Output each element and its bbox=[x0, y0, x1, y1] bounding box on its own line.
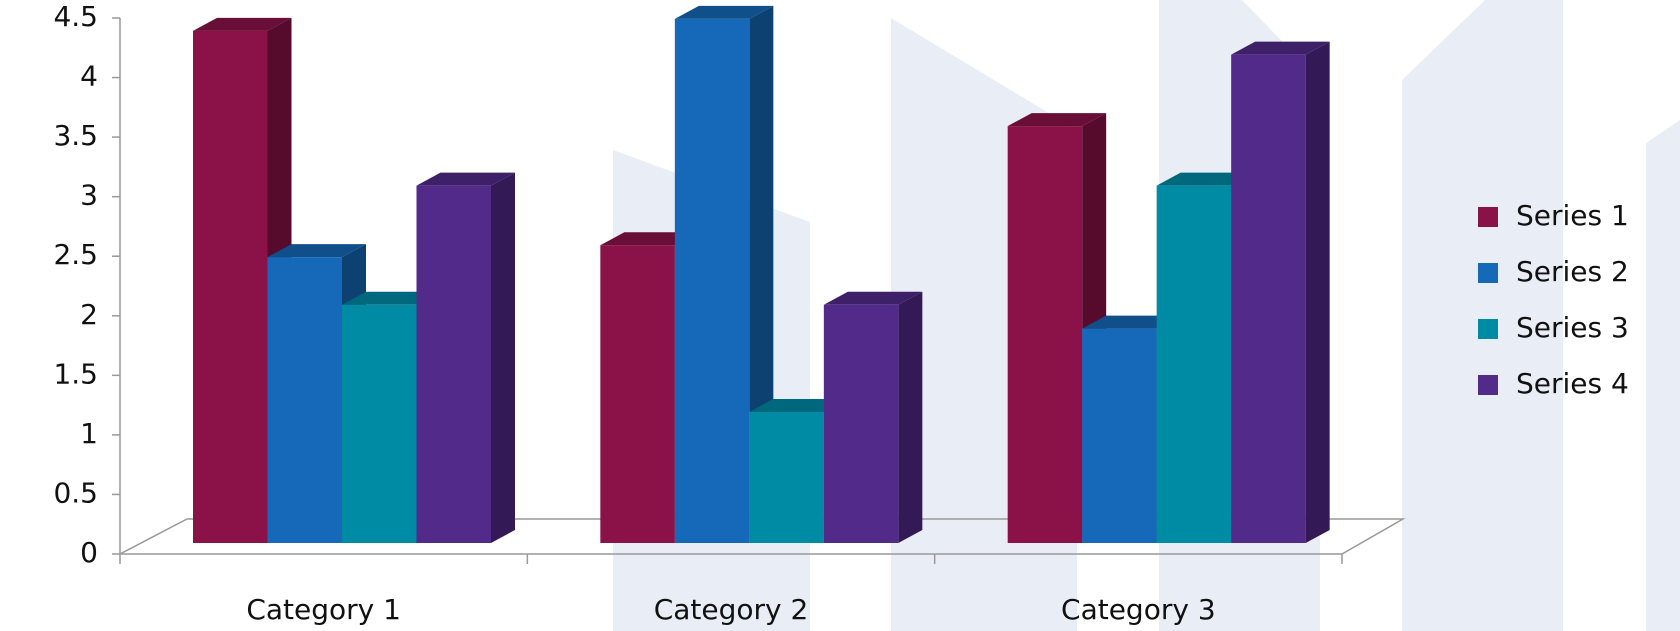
y-tick-label: 0 bbox=[80, 536, 98, 569]
bar-top bbox=[749, 398, 848, 412]
legend-swatch bbox=[1478, 375, 1498, 395]
bar-top bbox=[600, 232, 699, 246]
y-tick-label: 2.5 bbox=[53, 238, 98, 271]
bar-top bbox=[674, 5, 774, 19]
bar-top bbox=[1156, 172, 1256, 186]
legend-label: Series 3 bbox=[1516, 311, 1629, 344]
legend-swatch bbox=[1478, 319, 1498, 339]
bar-top bbox=[267, 244, 366, 258]
bar-top bbox=[823, 291, 923, 305]
bar bbox=[600, 245, 675, 543]
y-tick-label: 4 bbox=[80, 60, 98, 93]
y-tick-label: 1 bbox=[80, 417, 98, 450]
bar bbox=[1231, 54, 1306, 544]
bar bbox=[1082, 328, 1157, 543]
bar bbox=[416, 185, 491, 543]
bar-top bbox=[193, 17, 292, 31]
y-tick-label: 3.5 bbox=[53, 119, 98, 152]
x-tick-label: Category 2 bbox=[654, 593, 809, 626]
y-tick-label: 1.5 bbox=[53, 357, 98, 390]
x-tick-label: Category 3 bbox=[1061, 593, 1216, 626]
bar-top bbox=[1082, 315, 1181, 329]
bar bbox=[193, 30, 268, 544]
bar-top bbox=[1007, 113, 1107, 127]
legend-label: Series 2 bbox=[1516, 255, 1629, 288]
legend-label: Series 1 bbox=[1516, 199, 1629, 232]
bar-side bbox=[1305, 41, 1330, 544]
y-tick-label: 0.5 bbox=[53, 476, 98, 509]
legend-swatch bbox=[1478, 207, 1498, 227]
bar bbox=[1156, 185, 1232, 543]
bar-top bbox=[342, 291, 441, 305]
bar-top bbox=[1231, 41, 1330, 55]
bar bbox=[749, 411, 824, 543]
y-tick-label: 4.5 bbox=[53, 0, 98, 33]
bar bbox=[267, 257, 342, 543]
bar bbox=[674, 18, 750, 543]
legend-label: Series 4 bbox=[1516, 367, 1629, 400]
legend-swatch bbox=[1478, 263, 1498, 283]
bar-side bbox=[898, 291, 923, 543]
x-tick-label: Category 1 bbox=[246, 593, 401, 626]
y-tick-label: 3 bbox=[80, 179, 98, 212]
bar bbox=[342, 304, 417, 543]
bar-side bbox=[491, 172, 515, 543]
y-tick-label: 2 bbox=[80, 298, 98, 331]
bar bbox=[1007, 126, 1083, 543]
bar-top bbox=[416, 172, 515, 186]
bar bbox=[823, 304, 899, 543]
